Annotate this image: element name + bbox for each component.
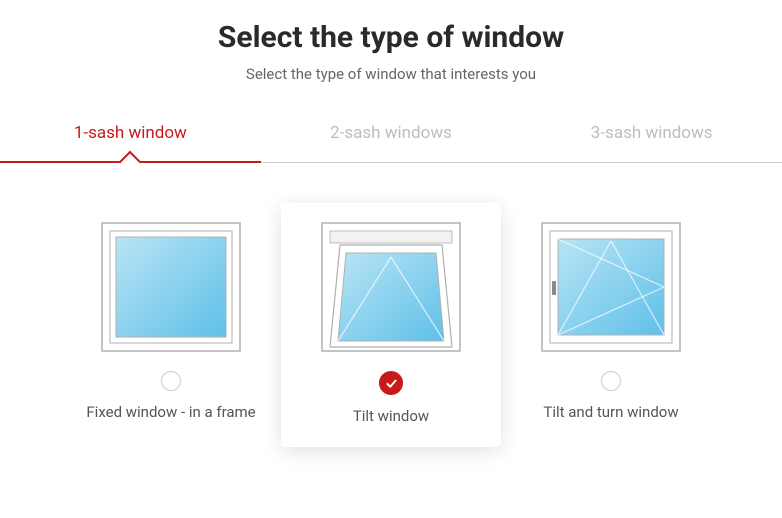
option-fixed-window[interactable]: Fixed window - in a frame — [61, 203, 281, 447]
tilt-turn-window-icon — [536, 217, 686, 357]
tilt-window-icon — [316, 217, 466, 357]
tab-3-sash[interactable]: 3-sash windows — [521, 113, 782, 162]
check-icon — [385, 377, 398, 390]
tab-2-sash[interactable]: 2-sash windows — [261, 113, 522, 162]
radio-unchecked-icon — [161, 371, 181, 391]
option-label: Fixed window - in a frame — [71, 403, 271, 423]
window-type-selector: Select the type of window Select the typ… — [0, 0, 782, 447]
tab-label: 2-sash windows — [330, 123, 452, 143]
tab-label: 1-sash window — [74, 123, 187, 143]
option-tilt-window[interactable]: Tilt window — [281, 203, 501, 447]
page-title: Select the type of window — [0, 20, 782, 55]
option-label: Tilt window — [291, 407, 491, 427]
fixed-window-icon — [96, 217, 246, 357]
window-options: Fixed window - in a frame — [0, 163, 782, 447]
tab-label: 3-sash windows — [591, 123, 713, 143]
radio-unchecked-icon — [601, 371, 621, 391]
radio-checked-icon — [379, 371, 403, 395]
option-tilt-turn-window[interactable]: Tilt and turn window — [501, 203, 721, 447]
tab-1-sash[interactable]: 1-sash window — [0, 113, 261, 163]
page-subtitle: Select the type of window that interests… — [0, 65, 782, 83]
option-label: Tilt and turn window — [511, 403, 711, 423]
sash-tabs: 1-sash window 2-sash windows 3-sash wind… — [0, 113, 782, 163]
